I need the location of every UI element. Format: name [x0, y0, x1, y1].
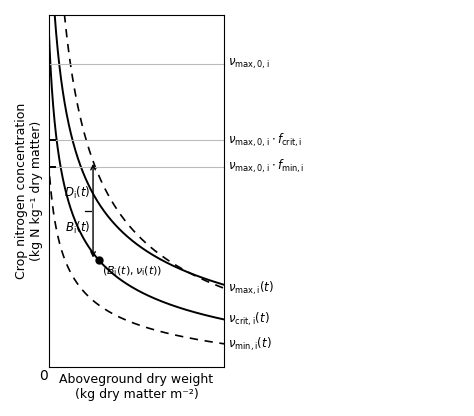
Text: $(B_\mathrm{i}(t),\nu_\mathrm{i}(t))$: $(B_\mathrm{i}(t),\nu_\mathrm{i}(t))$ [101, 264, 162, 278]
Text: 0: 0 [39, 369, 47, 383]
Text: $\nu_{\mathrm{max,0,i}} \cdot f_{\mathrm{min,i}}$: $\nu_{\mathrm{max,0,i}} \cdot f_{\mathrm… [228, 158, 304, 175]
Text: $\nu_{\mathrm{max,0,i}}$: $\nu_{\mathrm{max,0,i}}$ [228, 57, 269, 72]
Text: $\nu_{\mathrm{max,i}}(t)$: $\nu_{\mathrm{max,i}}(t)$ [228, 280, 273, 297]
X-axis label: Aboveground dry weight
(kg dry matter m⁻²): Aboveground dry weight (kg dry matter m⁻… [59, 373, 214, 401]
Text: $\nu_{\mathrm{crit,i}}(t)$: $\nu_{\mathrm{crit,i}}(t)$ [228, 311, 269, 328]
Text: $D_\mathrm{i}(t)$: $D_\mathrm{i}(t)$ [64, 185, 91, 201]
Text: $\nu_{\mathrm{min,i}}(t)$: $\nu_{\mathrm{min,i}}(t)$ [228, 335, 271, 352]
Text: $B_\mathrm{i}(t)$: $B_\mathrm{i}(t)$ [65, 220, 91, 236]
Text: $\nu_{\mathrm{max,0,i}} \cdot f_{\mathrm{crit,i}}$: $\nu_{\mathrm{max,0,i}} \cdot f_{\mathrm… [228, 131, 302, 149]
Y-axis label: Crop nitrogen concentration
(kg N kg⁻¹ dry matter): Crop nitrogen concentration (kg N kg⁻¹ d… [15, 103, 43, 280]
